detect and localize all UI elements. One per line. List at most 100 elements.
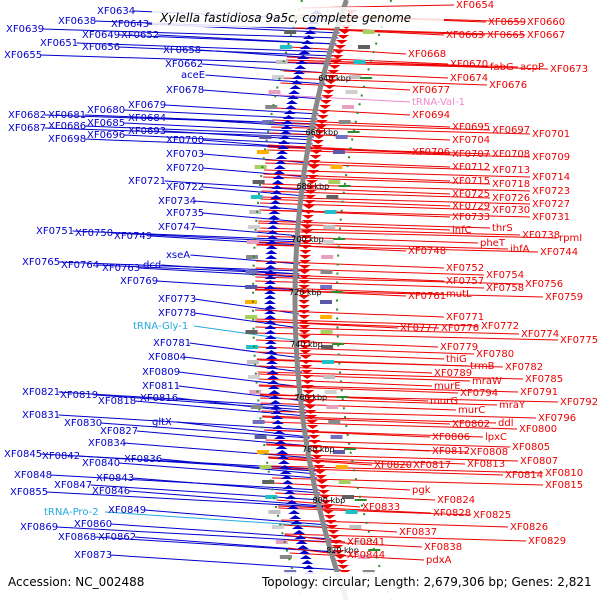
right-gene-connector <box>259 209 451 218</box>
gene-category-block <box>245 300 257 304</box>
left-gene-label: XF0840 <box>82 458 120 469</box>
forward-gene-arrow <box>278 135 291 139</box>
reverse-gene-arrow <box>302 390 315 394</box>
gene-category-block <box>322 360 335 364</box>
right-gene-connector <box>271 126 531 135</box>
right-gene-label: infC <box>452 225 472 236</box>
left-gene-label: XF0834 <box>88 438 126 449</box>
reverse-gene-arrow <box>305 180 318 184</box>
right-gene-label: XF0712 <box>452 162 490 173</box>
forward-gene-arrow <box>264 300 276 304</box>
right-gene-label: XF0723 <box>532 186 570 197</box>
genome-backbone <box>251 0 393 600</box>
kbp-label: 700 kbp <box>291 235 324 244</box>
reverse-gene-arrow <box>338 30 351 34</box>
right-gene-label: lpxC <box>485 432 507 443</box>
forward-gene-arrow <box>267 380 280 384</box>
forward-gene-arrow <box>287 505 300 509</box>
gene-category-block <box>245 270 258 274</box>
forward-gene-arrow <box>265 245 278 249</box>
reverse-gene-arrow <box>299 250 312 254</box>
forward-gene-arrow <box>267 225 280 229</box>
left-gene-label: XF0747 <box>158 222 196 233</box>
forward-gene-arrow <box>264 325 277 329</box>
right-gene-connector <box>261 186 451 195</box>
right-gene-label: XF0759 <box>545 292 583 303</box>
right-gene-label: murE <box>434 381 461 392</box>
right-gene-label: XF0713 <box>492 165 530 176</box>
right-gene-connector <box>264 169 531 178</box>
right-gene-label: XF0824 <box>437 495 475 506</box>
forward-gene-arrow <box>271 420 284 424</box>
left-gene-connector <box>104 511 329 528</box>
forward-gene-arrow <box>264 305 277 309</box>
reverse-gene-arrow <box>308 165 321 169</box>
left-gene-label: XF0750 <box>75 228 113 239</box>
right-gene-connector <box>257 371 524 380</box>
forward-gene-arrow <box>299 45 312 49</box>
gene-category-block <box>321 345 334 349</box>
left-gene-connector <box>138 267 300 278</box>
forward-gene-arrow <box>273 430 286 434</box>
forward-gene-arrow <box>285 100 298 104</box>
reverse-gene-arrow <box>303 200 316 204</box>
right-gene-connector <box>264 429 484 438</box>
left-gene-connector <box>46 491 324 508</box>
forward-gene-arrow <box>282 485 295 489</box>
right-gene-label: XF0794 <box>460 388 498 399</box>
forward-gene-arrow <box>274 160 287 164</box>
kbp-scale-marks: 640 kbp 660 kbp 680 kbp 700 kbp 720 kbp 740 k… <box>289 74 381 555</box>
right-gene-label: XF0665 <box>487 30 525 41</box>
backbone-arc <box>292 0 349 600</box>
right-gene-label: XF0777 <box>400 323 438 334</box>
right-gene-label: XF0815 <box>545 480 583 491</box>
reverse-gene-arrow <box>308 435 321 439</box>
gene-category-block <box>342 495 355 499</box>
reverse-gene-arrow <box>320 100 333 104</box>
forward-gene-arrow <box>264 285 277 289</box>
left-gene-connector <box>202 186 306 197</box>
left-gene-connector <box>123 122 315 133</box>
right-gene-label: pgk <box>412 485 431 496</box>
gene-category-block <box>284 30 297 34</box>
right-gene-connector <box>257 235 479 244</box>
right-gene-label: XF0756 <box>525 279 563 290</box>
right-gene-label: mraY <box>499 400 526 411</box>
reverse-gene-arrow <box>331 55 344 59</box>
reverse-gene-arrow <box>331 545 344 549</box>
reverse-gene-arrow <box>298 335 311 339</box>
forward-gene-arrow <box>293 70 306 74</box>
right-gene-connector <box>267 146 491 155</box>
gene-category-block <box>268 510 281 514</box>
left-gene-label: XF0809 <box>142 367 180 378</box>
left-gene-label: XF0700 <box>166 135 204 146</box>
reverse-gene-arrow <box>298 340 311 344</box>
left-gene-connector <box>97 264 300 275</box>
forward-gene-arrow <box>264 340 277 344</box>
right-gene-connector <box>260 402 457 411</box>
left-gene-connector <box>194 298 300 315</box>
right-gene-label: XF0709 <box>532 152 570 163</box>
right-gene-label: XF0670 <box>450 59 488 70</box>
reverse-gene-arrow <box>300 365 313 369</box>
reverse-gene-arrow <box>326 75 339 79</box>
gene-category-block <box>320 270 333 274</box>
left-gene-label: XF0811 <box>142 381 180 392</box>
reverse-gene-arrow <box>300 235 313 239</box>
gene-category-block <box>320 285 333 289</box>
left-gene-connector <box>202 212 303 223</box>
kbp-label: 720 kbp <box>289 288 322 297</box>
left-gene-connector <box>72 230 302 241</box>
reverse-gene-arrow <box>298 275 311 279</box>
left-gene-connector <box>90 484 322 501</box>
right-gene-connector <box>255 273 445 282</box>
left-gene-label: XF0685 <box>87 118 125 129</box>
right-gene-label: XF0837 <box>399 527 437 538</box>
right-gene-label: XF0738 <box>522 230 560 241</box>
right-gene-connector <box>272 482 411 491</box>
left-gene-label: XF0722 <box>166 182 204 193</box>
forward-gene-arrow <box>289 515 302 519</box>
reverse-gene-arrow <box>298 290 311 294</box>
left-gene-connector <box>194 226 302 237</box>
